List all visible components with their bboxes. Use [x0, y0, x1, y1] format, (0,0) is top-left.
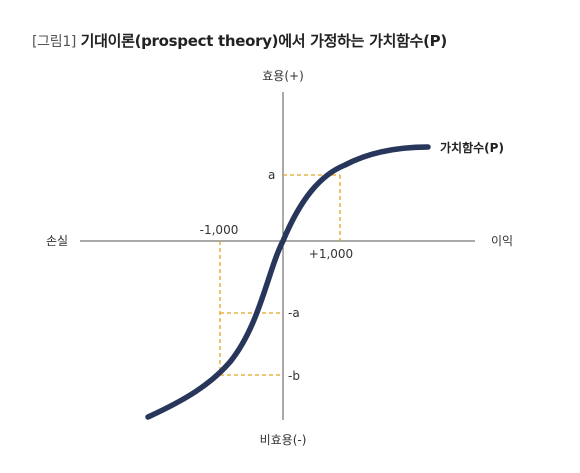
figure-title: [그림1] 기대이론(prospect theory)에서 가정하는 가치함수(… [32, 30, 447, 51]
value-function-curve [145, 144, 431, 420]
x-axis-positive-label: 이익 [491, 234, 513, 248]
y-tick-neg-a: -a [288, 306, 300, 320]
x-tick-minus-1000: -1,000 [200, 223, 239, 237]
y-tick-a: a [268, 168, 275, 182]
y-tick-neg-b: -b [288, 369, 300, 383]
x-tick-plus-1000: +1,000 [309, 247, 353, 261]
figure-title-text: 기대이론(prospect theory)에서 가정하는 가치함수(P) [80, 32, 448, 50]
figure-number: [그림1] [32, 34, 77, 50]
curve-label: 가치함수(P) [440, 140, 504, 155]
y-axis-positive-label: 효용(+) [262, 69, 304, 83]
x-axis-negative-label: 손실 [46, 234, 68, 248]
y-axis-negative-label: 비효용(-) [260, 433, 307, 447]
